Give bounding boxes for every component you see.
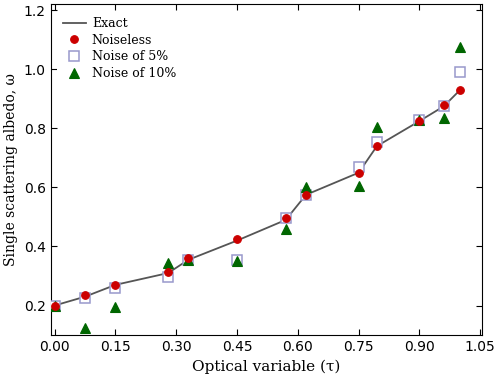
Noise of 5%: [82, 296, 88, 301]
Exact: [356, 170, 362, 175]
Noise of 10%: [52, 303, 58, 308]
Noise of 5%: [416, 117, 422, 122]
Exact: [416, 119, 422, 123]
Noise of 10%: [303, 185, 309, 190]
Noiseless: [303, 192, 309, 197]
Noiseless: [52, 303, 58, 308]
Noise of 5%: [112, 285, 118, 290]
Noise of 10%: [356, 184, 362, 188]
Noise of 5%: [52, 303, 58, 308]
Noise of 10%: [457, 45, 463, 50]
Noiseless: [416, 119, 422, 123]
Legend: Exact, Noiseless, Noise of 5%, Noise of 10%: Exact, Noiseless, Noise of 5%, Noise of …: [57, 11, 182, 87]
X-axis label: Optical variable (τ): Optical variable (τ): [192, 359, 340, 374]
Noise of 5%: [186, 257, 192, 262]
Noise of 5%: [165, 275, 171, 280]
Noise of 10%: [186, 257, 192, 262]
Noise of 5%: [457, 70, 463, 74]
Noise of 10%: [112, 305, 118, 309]
Noiseless: [165, 269, 171, 274]
Noiseless: [374, 144, 380, 149]
Noise of 10%: [165, 260, 171, 265]
Exact: [441, 104, 447, 108]
Noiseless: [186, 256, 192, 260]
Noiseless: [441, 102, 447, 107]
Exact: [165, 271, 171, 275]
Noise of 5%: [356, 164, 362, 169]
Exact: [82, 294, 88, 299]
Noise of 5%: [303, 192, 309, 197]
Line: Noise of 5%: Noise of 5%: [50, 68, 465, 310]
Noise of 5%: [374, 139, 380, 144]
Line: Noise of 10%: Noise of 10%: [50, 43, 465, 332]
Exact: [52, 303, 58, 308]
Line: Noiseless: Noiseless: [51, 86, 464, 309]
Y-axis label: Single scattering albedo, ω: Single scattering albedo, ω: [4, 73, 18, 266]
Noiseless: [457, 88, 463, 92]
Exact: [112, 283, 118, 287]
Exact: [186, 257, 192, 262]
Noise of 5%: [441, 104, 447, 108]
Exact: [303, 192, 309, 197]
Noise of 5%: [282, 216, 288, 221]
Exact: [282, 218, 288, 222]
Line: Exact: Exact: [54, 90, 460, 305]
Noiseless: [356, 170, 362, 175]
Noise of 10%: [374, 125, 380, 129]
Noise of 10%: [416, 117, 422, 122]
Exact: [374, 144, 380, 149]
Noiseless: [234, 237, 240, 242]
Noise of 10%: [234, 259, 240, 263]
Noiseless: [112, 283, 118, 287]
Exact: [234, 238, 240, 243]
Noiseless: [282, 216, 288, 221]
Exact: [457, 88, 463, 92]
Noiseless: [82, 293, 88, 297]
Noise of 10%: [282, 226, 288, 231]
Noise of 10%: [441, 116, 447, 120]
Noise of 10%: [82, 325, 88, 330]
Noise of 5%: [234, 257, 240, 262]
